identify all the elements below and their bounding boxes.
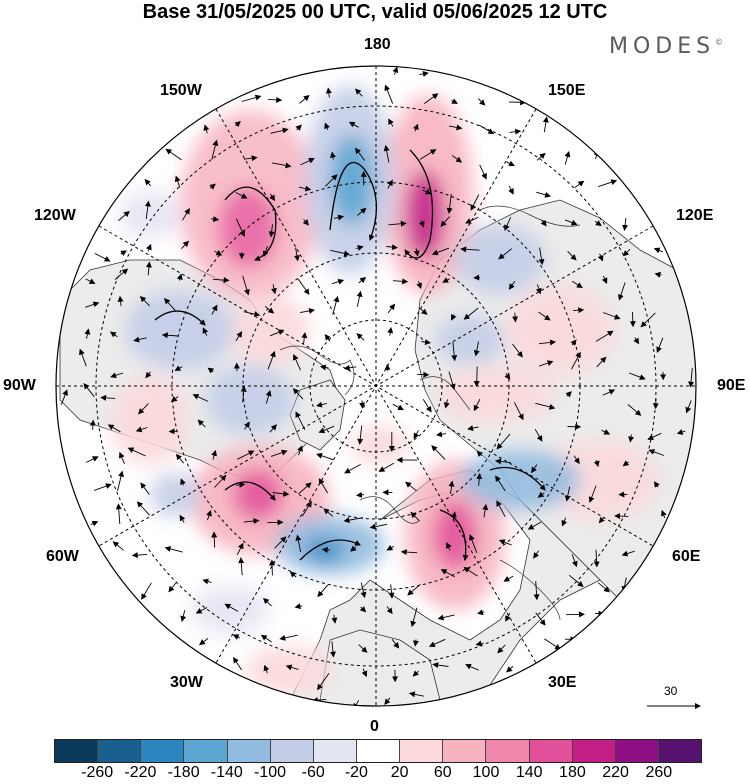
colorbar-tick-label: 60 bbox=[434, 764, 452, 782]
positive-anomaly bbox=[245, 645, 335, 695]
positive-anomaly bbox=[350, 425, 410, 465]
lon-label-90e: 90E bbox=[717, 377, 745, 395]
wind-vector bbox=[267, 522, 282, 523]
colorbar-swatch bbox=[141, 740, 184, 762]
colorbar-swatch bbox=[443, 740, 486, 762]
colorbar-tick-label: 260 bbox=[645, 764, 672, 782]
lon-label-0: 0 bbox=[370, 718, 379, 736]
wind-vector bbox=[323, 550, 330, 551]
lon-label-120w: 120W bbox=[34, 207, 76, 225]
colorbar bbox=[54, 739, 702, 763]
lon-label-60e: 60E bbox=[672, 548, 700, 566]
wind-vector bbox=[615, 516, 628, 517]
lon-label-150w: 150W bbox=[160, 82, 202, 100]
colorbar-swatch bbox=[400, 740, 443, 762]
colorbar-tick-label: 180 bbox=[559, 764, 586, 782]
negative-anomaly bbox=[435, 315, 505, 365]
colorbar-tick-label: -60 bbox=[302, 764, 325, 782]
polar-stereographic-map bbox=[0, 0, 750, 735]
lon-label-150e: 150E bbox=[548, 82, 585, 100]
wind-vector bbox=[477, 367, 478, 387]
colorbar-swatch bbox=[357, 740, 400, 762]
colorbar-swatch bbox=[98, 740, 141, 762]
colorbar-tick-label: -100 bbox=[254, 764, 286, 782]
lon-label-30w: 30W bbox=[170, 674, 203, 692]
colorbar-swatch bbox=[486, 740, 529, 762]
reference-vector-label: 30 bbox=[664, 684, 677, 698]
colorbar-tick-label: 100 bbox=[473, 764, 500, 782]
colorbar-swatch bbox=[659, 740, 701, 762]
lon-label-90w: 90W bbox=[3, 377, 36, 395]
colorbar-tick-label: -220 bbox=[124, 764, 156, 782]
lon-label-60w: 60W bbox=[46, 548, 79, 566]
wind-vector bbox=[272, 560, 273, 575]
colorbar-tick-label: 220 bbox=[602, 764, 629, 782]
positive-anomaly bbox=[233, 470, 283, 520]
negative-anomaly bbox=[460, 450, 580, 510]
negative-anomaly bbox=[120, 190, 180, 240]
lon-label-120e: 120E bbox=[676, 207, 713, 225]
positive-anomaly bbox=[405, 170, 445, 260]
colorbar-tick-label: -260 bbox=[81, 764, 113, 782]
colorbar-tick-label: -180 bbox=[168, 764, 200, 782]
colorbar-tick-label: 140 bbox=[516, 764, 543, 782]
negative-anomaly bbox=[205, 365, 295, 435]
lon-label-30e: 30E bbox=[548, 674, 576, 692]
wind-vector bbox=[633, 312, 634, 326]
colorbar-swatch bbox=[573, 740, 616, 762]
negative-anomaly bbox=[150, 473, 200, 517]
colorbar-swatch bbox=[184, 740, 227, 762]
negative-anomaly bbox=[330, 135, 374, 225]
colorbar-tick-label: -140 bbox=[211, 764, 243, 782]
positive-anomaly bbox=[218, 188, 278, 268]
colorbar-tick-labels: -260 -220 -180 -140 -100 -60 -20 20 60 100 140 180 2… bbox=[0, 764, 750, 784]
colorbar-tick-label: -20 bbox=[345, 764, 368, 782]
positive-anomaly bbox=[110, 375, 190, 465]
colorbar-swatch bbox=[530, 740, 573, 762]
negative-anomaly bbox=[455, 225, 545, 295]
colorbar-tick-label: 20 bbox=[391, 764, 409, 782]
colorbar-swatch bbox=[55, 740, 98, 762]
colorbar-swatch bbox=[314, 740, 357, 762]
colorbar-swatch bbox=[616, 740, 659, 762]
lon-label-180: 180 bbox=[364, 36, 391, 54]
colorbar-swatch bbox=[271, 740, 314, 762]
colorbar-swatch bbox=[228, 740, 271, 762]
positive-anomaly bbox=[435, 367, 555, 423]
